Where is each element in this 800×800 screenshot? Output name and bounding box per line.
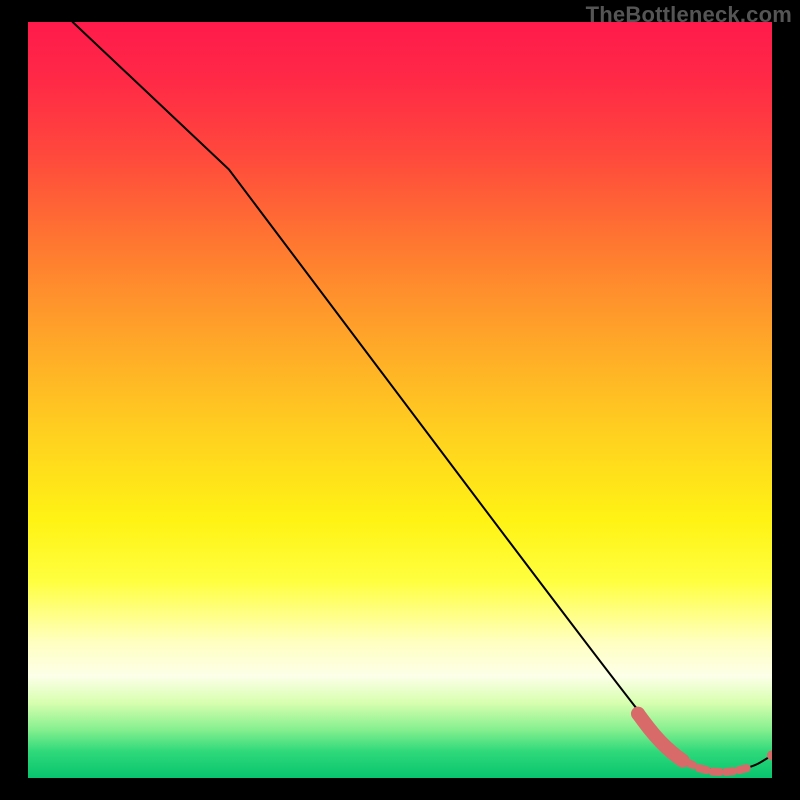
marker-dash (739, 768, 746, 770)
marker-dash (726, 771, 733, 772)
chart-frame: { "watermark": { "text": "TheBottleneck.… (0, 0, 800, 800)
chart-background (28, 22, 772, 778)
marker-start-dot (631, 707, 645, 721)
marker-dash (699, 768, 706, 770)
marker-mid-dot (677, 755, 688, 766)
chart-svg (28, 22, 772, 778)
plot-area (28, 22, 772, 778)
